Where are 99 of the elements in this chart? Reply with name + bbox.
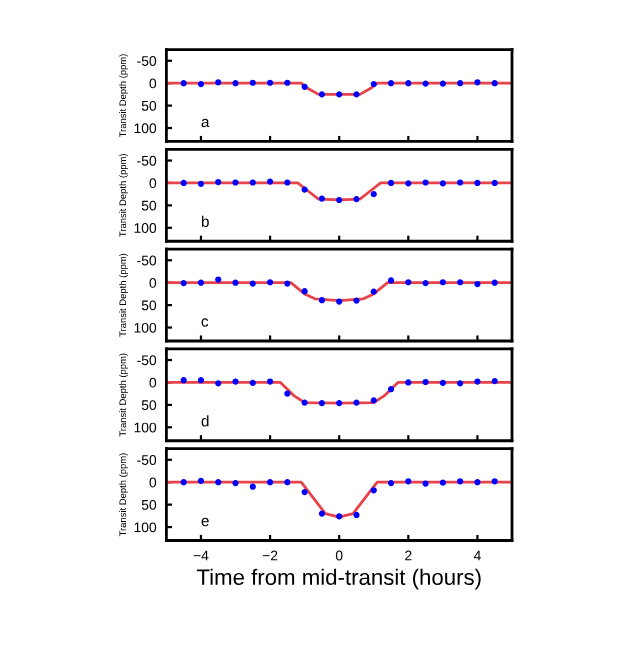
point <box>232 279 239 286</box>
point <box>284 280 291 287</box>
point <box>387 277 395 284</box>
point <box>180 179 187 187</box>
point <box>491 179 498 187</box>
point <box>422 280 429 287</box>
point <box>474 179 481 187</box>
point <box>215 479 222 486</box>
point <box>353 195 360 203</box>
point <box>197 477 205 484</box>
point <box>232 179 239 186</box>
point <box>266 79 274 86</box>
point <box>370 487 377 494</box>
point <box>457 478 464 485</box>
point <box>301 186 308 193</box>
point <box>301 488 308 496</box>
point <box>266 378 274 385</box>
point <box>422 80 429 87</box>
point <box>215 276 222 283</box>
point <box>387 480 395 487</box>
point <box>318 195 326 202</box>
point <box>249 79 256 86</box>
point <box>353 297 360 304</box>
point <box>491 80 498 87</box>
point <box>491 478 498 485</box>
point <box>197 180 205 187</box>
point <box>405 180 412 187</box>
point <box>249 179 256 186</box>
point <box>284 79 291 86</box>
point <box>318 510 326 517</box>
point <box>439 479 446 486</box>
point <box>180 479 187 486</box>
point <box>474 378 481 385</box>
point <box>215 178 222 186</box>
point <box>336 196 343 204</box>
point <box>422 480 429 487</box>
point <box>232 378 239 385</box>
point <box>422 378 429 386</box>
point <box>405 379 412 386</box>
point <box>457 179 464 186</box>
point <box>370 191 377 198</box>
point <box>215 79 222 86</box>
point <box>318 297 326 304</box>
point <box>318 399 326 407</box>
point <box>249 379 256 387</box>
point <box>336 91 343 98</box>
point <box>353 91 360 98</box>
point <box>474 479 481 486</box>
point <box>197 377 205 384</box>
point <box>353 511 360 519</box>
point <box>284 390 291 397</box>
point <box>439 180 446 187</box>
point <box>474 79 481 86</box>
point <box>318 91 326 98</box>
point <box>232 480 239 487</box>
point <box>457 279 464 286</box>
point <box>474 280 481 288</box>
point <box>439 379 446 387</box>
point <box>457 80 464 87</box>
point <box>266 178 274 185</box>
point <box>284 179 291 186</box>
point <box>180 80 187 87</box>
line-series <box>166 381 512 405</box>
point <box>336 399 343 407</box>
point <box>180 377 187 384</box>
point <box>301 399 308 406</box>
point <box>232 80 239 87</box>
point <box>215 380 222 387</box>
line-series <box>166 181 512 202</box>
point <box>387 386 395 393</box>
point <box>405 80 412 87</box>
point <box>197 279 205 286</box>
point <box>370 288 377 295</box>
point <box>336 298 343 305</box>
point <box>491 279 498 286</box>
point <box>336 513 343 520</box>
point <box>370 80 377 88</box>
point <box>266 279 274 286</box>
point <box>387 179 395 187</box>
point <box>405 478 412 485</box>
point <box>249 280 256 287</box>
point <box>405 279 412 286</box>
point <box>266 479 274 486</box>
point <box>301 83 308 90</box>
point <box>387 80 395 87</box>
point <box>370 397 377 404</box>
point <box>491 378 498 385</box>
point <box>301 288 308 295</box>
point <box>457 380 464 387</box>
point <box>353 399 360 406</box>
point <box>197 80 205 88</box>
point <box>284 479 291 486</box>
point <box>439 279 446 286</box>
point <box>180 280 187 287</box>
point <box>439 80 446 87</box>
point <box>249 483 256 490</box>
x-axis-title: Time from mid-transit (hours) <box>196 568 481 590</box>
line-series <box>166 480 512 519</box>
point <box>422 179 429 186</box>
